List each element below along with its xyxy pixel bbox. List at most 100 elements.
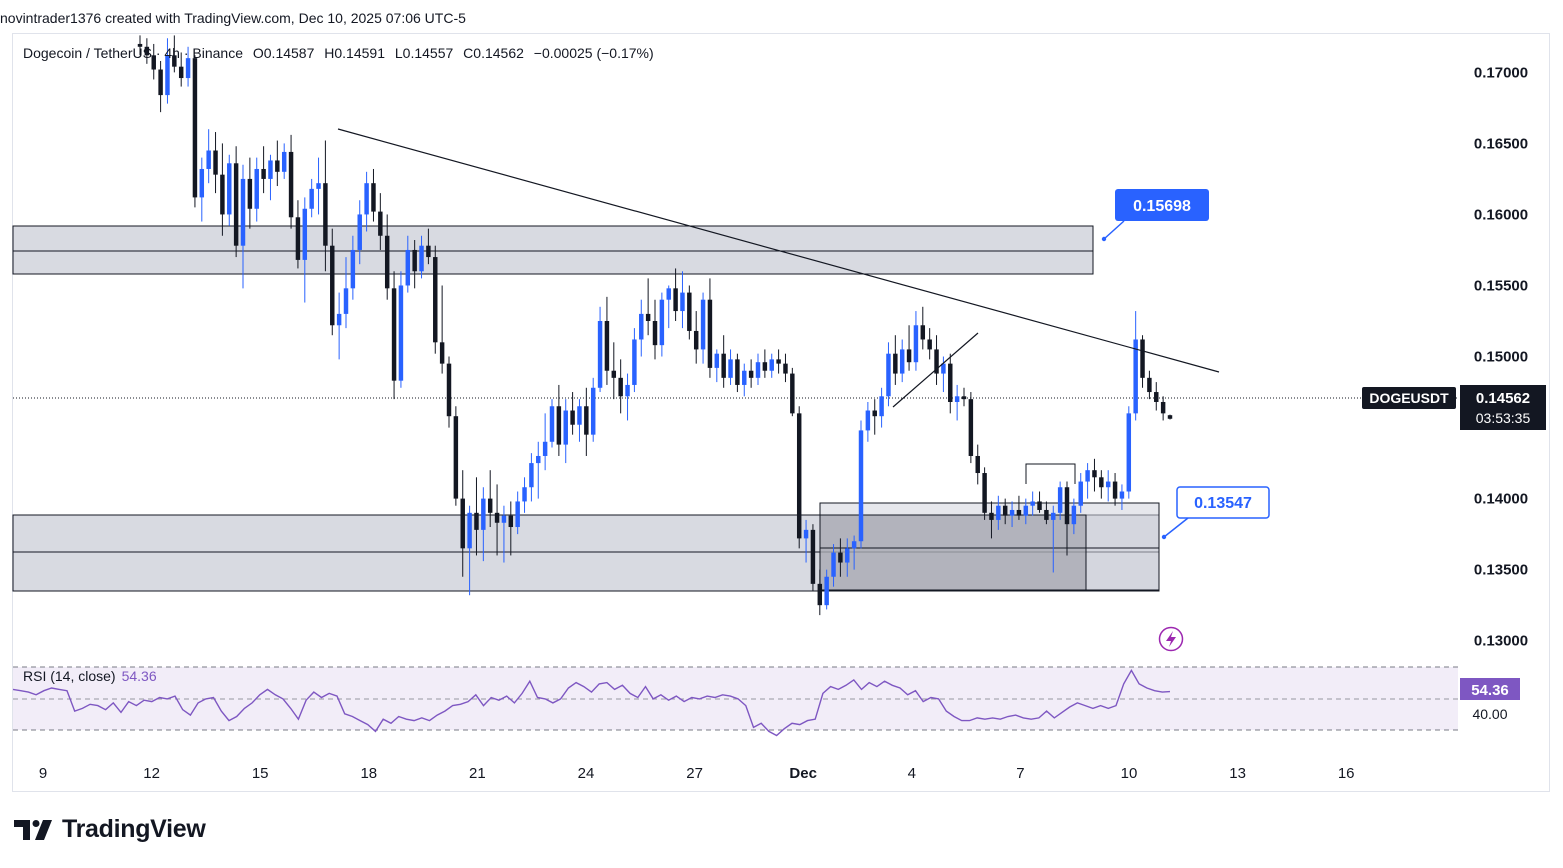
candle	[378, 193, 383, 250]
candle	[371, 168, 376, 222]
candle	[783, 353, 788, 383]
lightning-icon[interactable]	[1158, 626, 1184, 652]
candle-body	[817, 583, 823, 606]
symbol-title[interactable]: Dogecoin / TetherUS · 4h · Binance	[23, 45, 243, 61]
candle-body	[604, 321, 610, 371]
candle	[357, 200, 362, 265]
candle	[735, 353, 740, 393]
candle	[570, 392, 575, 435]
rsi-title[interactable]: RSI (14, close)	[23, 668, 116, 684]
candle	[522, 477, 527, 513]
candle	[1112, 473, 1118, 506]
candle-body	[1030, 501, 1035, 506]
candle-body	[481, 498, 486, 530]
candle-body	[941, 363, 946, 374]
candle-body	[913, 325, 919, 363]
candle	[893, 335, 898, 385]
candle-body	[398, 285, 404, 381]
candle	[927, 328, 932, 360]
time-axis[interactable]: 9 12 15 18 21 24 27 Dec 4 7 10 13 16	[39, 765, 1355, 782]
ohlc-change: −0.00025 (−0.17%)	[533, 45, 654, 61]
tradingview-logo[interactable]: TradingView	[14, 815, 206, 844]
candle	[590, 377, 596, 442]
candle-body	[948, 363, 953, 402]
price-axis[interactable]: 0.13000 0.13500 0.14000 0.15000 0.15500 0.160…	[1474, 64, 1528, 649]
candle-body	[1037, 501, 1042, 510]
candle	[254, 157, 259, 222]
candle	[467, 505, 472, 596]
candle-body	[618, 377, 623, 397]
candle-body	[783, 363, 788, 374]
candle	[687, 285, 692, 340]
candle	[144, 38, 150, 64]
candle-body	[412, 249, 417, 272]
candle-body	[728, 359, 733, 378]
candle	[673, 268, 678, 322]
candle	[755, 353, 761, 385]
candle	[989, 501, 994, 539]
candle	[968, 392, 974, 464]
price-tick-label: 0.17000	[1474, 64, 1528, 81]
candle	[330, 228, 335, 336]
candle	[316, 157, 321, 215]
candle-body	[597, 321, 603, 388]
candle-body	[714, 353, 720, 368]
candle-body	[144, 46, 150, 56]
callout-lower[interactable]: 0.13547	[1161, 486, 1270, 540]
supply-zone[interactable]	[12, 225, 1094, 275]
candle-body	[584, 406, 589, 435]
range-bracket[interactable]	[1025, 463, 1076, 484]
candle	[1105, 470, 1111, 502]
candle-body	[192, 58, 198, 198]
candle-body	[536, 455, 541, 464]
demand-zone-core[interactable]	[819, 514, 1087, 591]
rising-trendline[interactable]	[892, 332, 979, 408]
candle-body	[185, 58, 191, 79]
time-tick-label: 9	[39, 765, 47, 782]
candle-body	[570, 410, 575, 425]
candle-body	[1071, 505, 1077, 525]
candle-body	[178, 66, 184, 79]
candle-body	[165, 55, 170, 96]
candle	[247, 157, 253, 229]
time-tick-label: 13	[1229, 765, 1246, 782]
candle-body	[1085, 470, 1090, 482]
descending-trendline[interactable]	[337, 128, 1220, 373]
rsi-pane[interactable]	[12, 666, 1458, 737]
drawings	[337, 128, 1220, 484]
callout-upper[interactable]: 0.15698	[1101, 189, 1209, 242]
candle-body	[906, 349, 912, 363]
candle	[364, 171, 369, 232]
candle-body	[748, 370, 754, 378]
candle-body	[302, 208, 308, 260]
candle	[549, 399, 555, 448]
candle	[439, 285, 445, 374]
candle-body	[927, 339, 932, 350]
candle	[302, 197, 308, 303]
candle-body	[886, 353, 891, 397]
candle	[199, 157, 205, 222]
candle	[1016, 495, 1022, 520]
candle-body	[755, 362, 761, 378]
candle-body	[742, 370, 747, 385]
candle	[714, 349, 720, 383]
bar-countdown: 03:53:35	[1476, 410, 1531, 426]
candle	[975, 444, 980, 485]
candle-body	[680, 292, 685, 312]
candle	[1057, 481, 1063, 520]
candle-body	[391, 288, 397, 381]
zones	[12, 225, 1160, 592]
candle	[707, 278, 713, 378]
candle	[398, 271, 404, 388]
candle	[240, 164, 246, 289]
candle-body	[522, 487, 527, 502]
ticker-badge[interactable]: DOGEUSDT	[1362, 387, 1456, 409]
candle-body	[687, 292, 692, 331]
candle	[350, 235, 356, 300]
ohlc-close: C0.14562	[463, 45, 524, 61]
candle	[281, 143, 287, 179]
candle	[288, 134, 294, 229]
candle-body	[824, 576, 829, 606]
candle	[803, 519, 809, 563]
